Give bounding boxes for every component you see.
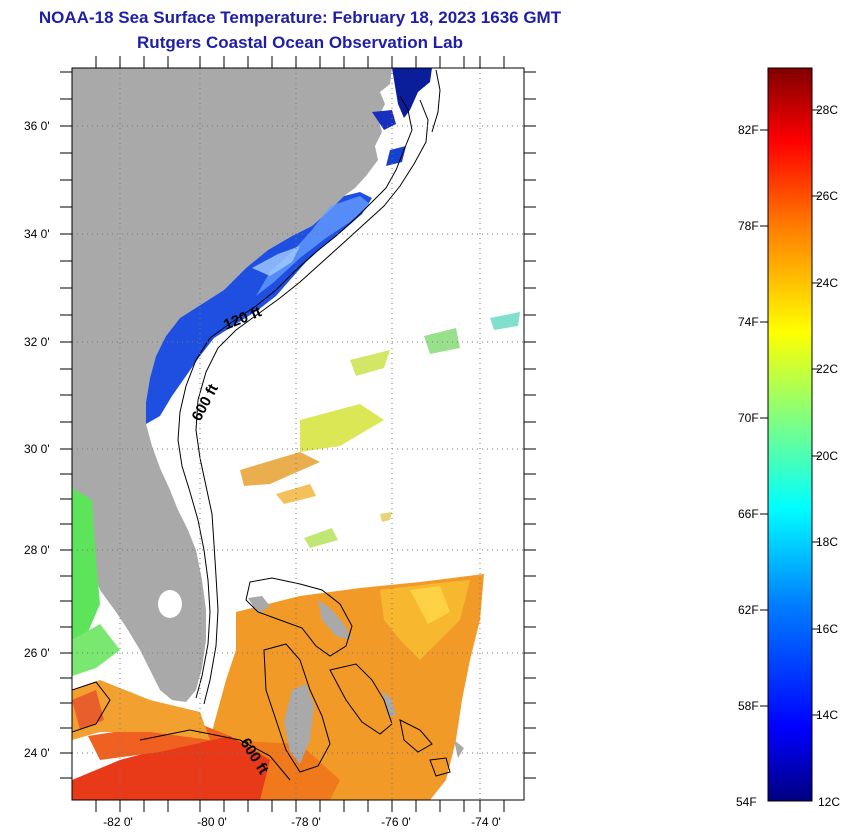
land-bahamas xyxy=(284,684,314,764)
warm-core-south xyxy=(72,736,270,800)
map-title: NOAA-18 Sea Surface Temperature: Februar… xyxy=(38,8,562,27)
lat-label-32: 32 0' xyxy=(24,335,50,349)
cb-label-14c: 14C xyxy=(816,708,838,722)
cb-label-62f: 62F xyxy=(738,603,759,617)
cold-coastal-band xyxy=(146,192,372,424)
colorbar-fahrenheit-labels: 82F 78F 74F 70F 66F 62F 58F 54F xyxy=(736,123,759,809)
lat-label-24: 24 0' xyxy=(24,746,50,760)
map-ticks xyxy=(60,56,536,812)
cb-label-70f: 70F xyxy=(738,411,759,425)
cb-label-16c: 16C xyxy=(816,622,838,636)
colorbar xyxy=(767,67,813,802)
lake-okeechobee xyxy=(158,590,182,618)
colorbar-ticks xyxy=(760,109,820,716)
cb-label-82f: 82F xyxy=(738,123,759,137)
lon-label-74: -74 0' xyxy=(471,815,501,829)
map-body: 120 ft 600 ft 600 ft xyxy=(72,68,524,800)
lat-label-36: 36 0' xyxy=(24,119,50,133)
lat-label-26: 26 0' xyxy=(24,646,50,660)
cb-label-20c: 20C xyxy=(816,449,838,463)
cb-label-18c: 18C xyxy=(816,535,838,549)
lon-label-76: -76 0' xyxy=(381,815,411,829)
colorbar-celsius-labels: 28C 26C 24C 22C 20C 18C 16C 14C 12C xyxy=(816,103,840,809)
lon-label-82: -82 0' xyxy=(103,815,133,829)
map-frame xyxy=(71,67,525,801)
lon-label-78: -78 0' xyxy=(291,815,321,829)
cb-label-28c: 28C xyxy=(816,103,838,117)
lat-label-30: 30 0' xyxy=(24,442,50,456)
longitude-labels: -82 0' -80 0' -78 0' -76 0' -74 0' xyxy=(103,815,501,829)
cb-label-66f: 66F xyxy=(738,507,759,521)
cb-label-26c: 26C xyxy=(816,189,838,203)
latitude-labels: 36 0' 34 0' 32 0' 30 0' 28 0' 26 0' 24 0… xyxy=(24,119,50,760)
cb-label-74f: 74F xyxy=(738,315,759,329)
lon-label-80: -80 0' xyxy=(197,815,227,829)
map-subtitle: Rutgers Coastal Ocean Observation Lab xyxy=(137,33,463,52)
cb-label-54f: 54F xyxy=(736,795,757,809)
cb-label-22c: 22C xyxy=(816,362,838,376)
cb-label-78f: 78F xyxy=(738,219,759,233)
land-mainland xyxy=(72,68,392,702)
graticule xyxy=(72,68,524,800)
lat-label-28: 28 0' xyxy=(24,543,50,557)
cb-label-12c: 12C xyxy=(818,795,840,809)
lat-label-34: 34 0' xyxy=(24,227,50,241)
depth-contours xyxy=(72,69,451,781)
cb-label-58f: 58F xyxy=(738,699,759,713)
cb-label-24c: 24C xyxy=(816,276,838,290)
